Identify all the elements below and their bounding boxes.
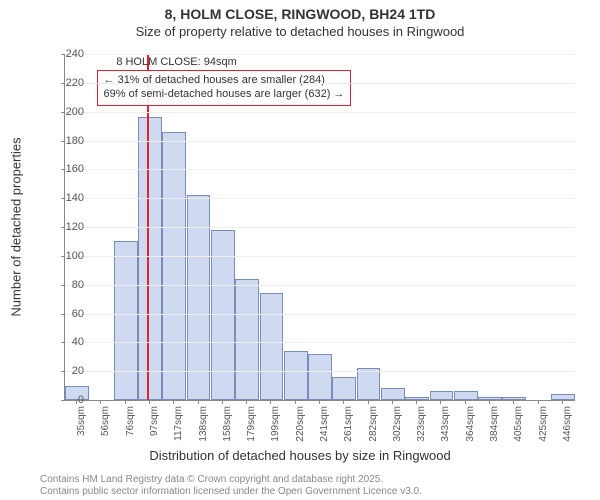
y-tick-label: 160	[54, 163, 84, 175]
y-tick-label: 180	[54, 135, 84, 147]
plot-area: 8 HOLM CLOSE: 94sqm ← 31% of detached ho…	[64, 54, 575, 401]
x-tick-label: 384sqm	[489, 406, 500, 446]
x-tick-label: 302sqm	[392, 406, 403, 446]
x-tick-label: 199sqm	[270, 406, 281, 446]
x-tick-label: 364sqm	[465, 406, 476, 446]
x-tick-label: 158sqm	[222, 406, 233, 446]
histogram-bar	[430, 391, 454, 400]
y-tick-label: 100	[54, 250, 84, 262]
y-tick-label: 0	[54, 394, 84, 406]
histogram-bar	[454, 391, 478, 400]
x-tick-label: 323sqm	[416, 406, 427, 446]
x-tick-label: 425sqm	[538, 406, 549, 446]
x-tick-label: 405sqm	[513, 406, 524, 446]
x-tick-label: 220sqm	[295, 406, 306, 446]
histogram-bar	[357, 368, 381, 400]
histogram-bar	[235, 279, 259, 400]
histogram-bar	[162, 132, 186, 400]
histogram-bar	[138, 117, 162, 400]
histogram-bar	[260, 293, 284, 400]
x-tick-label: 138sqm	[198, 406, 209, 446]
x-tick-label: 261sqm	[343, 406, 354, 446]
y-tick-label: 40	[54, 336, 84, 348]
histogram-bar	[114, 241, 138, 400]
histogram-bar	[284, 351, 308, 400]
x-tick-label: 343sqm	[440, 406, 451, 446]
y-tick-label: 120	[54, 221, 84, 233]
chart-subtitle: Size of property relative to detached ho…	[0, 22, 600, 39]
y-tick-label: 220	[54, 77, 84, 89]
y-tick-label: 200	[54, 106, 84, 118]
x-tick-label: 282sqm	[368, 406, 379, 446]
footer-line1: Contains HM Land Registry data © Crown c…	[40, 474, 422, 486]
y-tick-label: 80	[54, 279, 84, 291]
histogram-bar	[308, 354, 332, 400]
footer: Contains HM Land Registry data © Crown c…	[40, 474, 422, 498]
y-axis-label: Number of detached properties	[9, 137, 24, 316]
marker-annotation-line2: 69% of semi-detached houses are larger (…	[104, 88, 345, 102]
x-tick-label: 446sqm	[562, 406, 573, 446]
x-tick-label: 56sqm	[100, 406, 111, 446]
footer-line2: Contains public sector information licen…	[40, 486, 422, 498]
chart-title: 8, HOLM CLOSE, RINGWOOD, BH24 1TD	[0, 0, 600, 22]
marker-annotation-line1: ← 31% of detached houses are smaller (28…	[104, 74, 345, 88]
y-tick-label: 240	[54, 48, 84, 60]
x-tick-label: 35sqm	[76, 406, 87, 446]
marker-title: 8 HOLM CLOSE: 94sqm	[47, 56, 307, 68]
marker-annotation-box: ← 31% of detached houses are smaller (28…	[97, 70, 352, 106]
x-tick-label: 179sqm	[246, 406, 257, 446]
x-tick-label: 97sqm	[149, 406, 160, 446]
y-tick-label: 20	[54, 365, 84, 377]
x-tick-label: 117sqm	[173, 406, 184, 446]
y-tick-label: 60	[54, 308, 84, 320]
x-axis-label: Distribution of detached houses by size …	[0, 448, 600, 463]
x-tick-label: 76sqm	[125, 406, 136, 446]
histogram-bar	[381, 388, 405, 400]
histogram-bar	[332, 377, 356, 400]
histogram-bar	[551, 394, 575, 400]
histogram-bar	[187, 195, 211, 400]
y-tick-label: 140	[54, 192, 84, 204]
x-tick-label: 241sqm	[319, 406, 330, 446]
